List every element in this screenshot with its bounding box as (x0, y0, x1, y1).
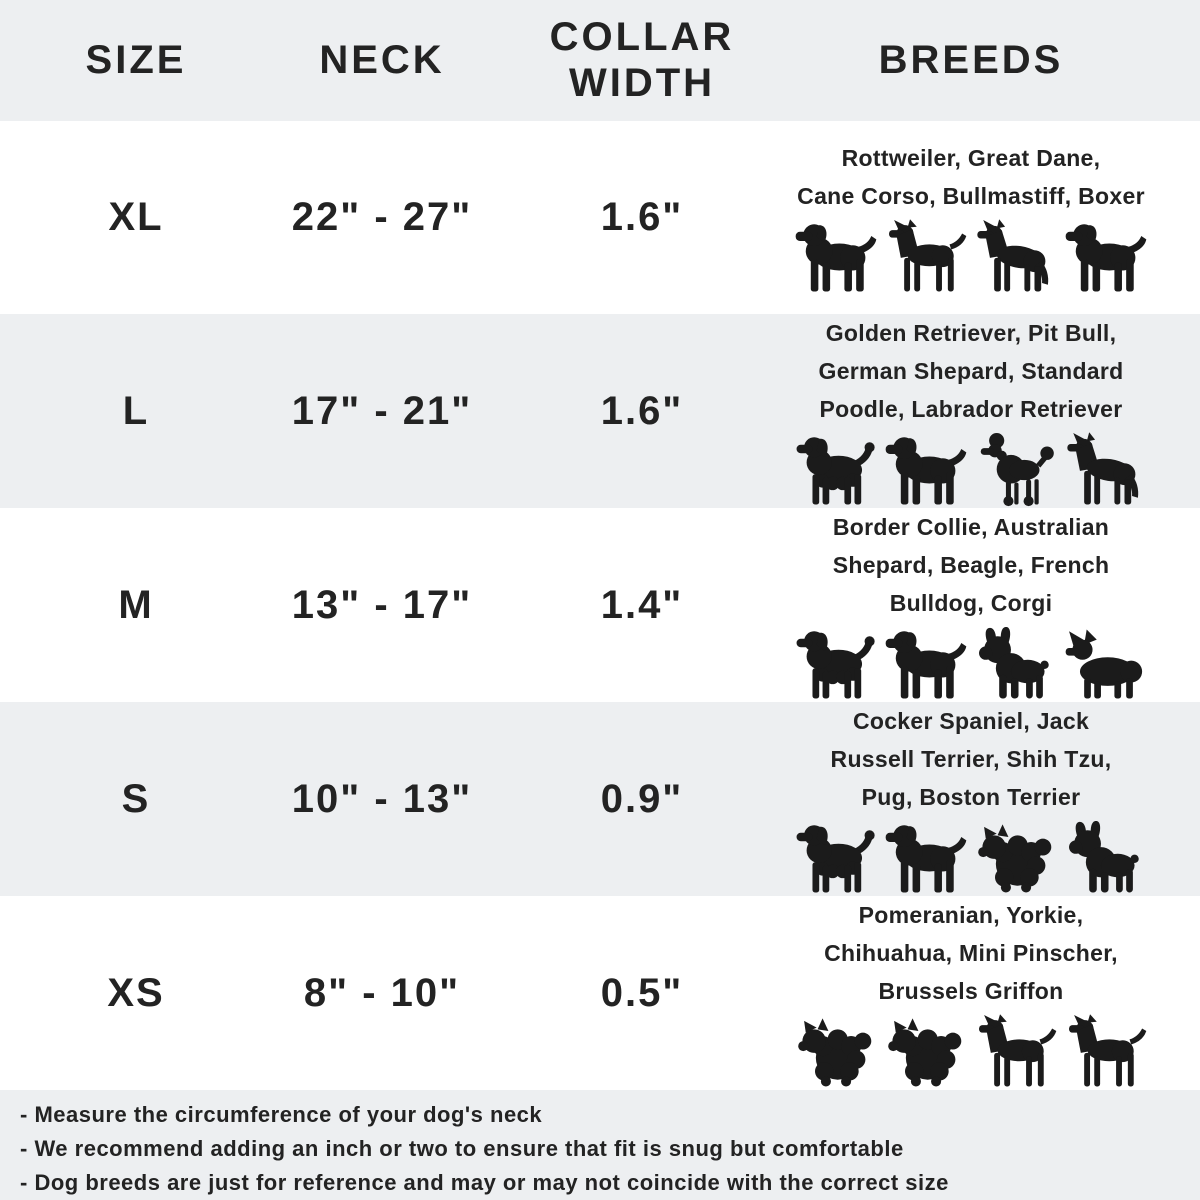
breeds-cell: Border Collie, Australian Shepard, Beagl… (792, 508, 1200, 702)
collar-width-value: 1.4" (600, 582, 684, 627)
jack-russell-terrier-icon (884, 820, 968, 896)
note-measure: - Measure the circumference of your dog'… (20, 1102, 543, 1127)
note-recommend: - We recommend adding an inch or two to … (20, 1136, 904, 1161)
poodle-icon (974, 432, 1058, 508)
neck-range: 10" - 13" (291, 776, 473, 821)
neck-range: 17" - 21" (291, 388, 473, 433)
size-row-l: L 17" - 21" 1.6" Golden Retriever, Pit B… (0, 314, 1200, 508)
collar-width-value: 0.9" (600, 776, 684, 821)
cocker-spaniel-icon (794, 820, 878, 896)
breed-names: Cocker Spaniel, Jack Russell Terrier, Sh… (830, 708, 1112, 810)
size-row-xs: XS 8" - 10" 0.5" Pomeranian, Yorkie, Chi… (0, 896, 1200, 1090)
doberman-icon (974, 219, 1058, 295)
size-label: XL (108, 194, 164, 239)
footnotes: - Measure the circumference of your dog'… (0, 1090, 1200, 1200)
breed-names: Border Collie, Australian Shepard, Beagl… (832, 514, 1110, 616)
breed-names: Rottweiler, Great Dane, Cane Corso, Bull… (797, 145, 1145, 210)
breed-names: Pomeranian, Yorkie, Chihuahua, Mini Pins… (824, 902, 1118, 1004)
min-pin-icon (1064, 1014, 1148, 1090)
breed-silhouettes (794, 626, 1148, 702)
shih-tzu-icon (974, 820, 1058, 896)
column-header-breeds: BREEDS (792, 0, 1200, 121)
breed-names: Golden Retriever, Pit Bull, German Shepa… (818, 320, 1124, 422)
size-row-m: M 13" - 17" 1.4" Border Collie, Australi… (0, 508, 1200, 702)
column-header-size: SIZE (85, 38, 187, 83)
size-label: M (118, 582, 154, 627)
breeds-cell: Pomeranian, Yorkie, Chihuahua, Mini Pins… (792, 896, 1200, 1090)
table-header: SIZE NECK COLLAR WIDTH BREEDS (0, 0, 1200, 121)
note-reference: - Dog breeds are just for reference and … (20, 1170, 949, 1195)
collar-width-value: 1.6" (600, 194, 684, 239)
collar-width-value: 0.5" (600, 970, 684, 1015)
corgi-icon (1064, 626, 1148, 702)
column-header-collar-width: COLLAR WIDTH (492, 14, 792, 106)
breeds-cell: Cocker Spaniel, Jack Russell Terrier, Sh… (792, 702, 1200, 896)
size-label: L (122, 388, 150, 433)
bullmastiff-icon (1064, 219, 1148, 295)
neck-range: 13" - 17" (291, 582, 473, 627)
golden-retriever-icon (794, 432, 878, 508)
neck-range: 8" - 10" (303, 970, 461, 1015)
size-row-s: S 10" - 13" 0.9" Cocker Spaniel, Jack Ru… (0, 702, 1200, 896)
collar-width-value: 1.6" (600, 388, 684, 433)
size-row-xl: XL 22" - 27" 1.6" Rottweiler, Great Dane… (0, 120, 1200, 314)
column-header-collar-width-label: COLLAR WIDTH (549, 15, 735, 106)
labrador-icon (884, 432, 968, 508)
breeds-cell: Rottweiler, Great Dane, Cane Corso, Bull… (792, 121, 1200, 314)
breed-silhouettes (794, 219, 1148, 295)
german-shepherd-icon (1064, 432, 1148, 508)
yorkie-icon (884, 1014, 968, 1090)
neck-range: 22" - 27" (291, 194, 473, 239)
border-collie-icon (794, 626, 878, 702)
great-dane-icon (884, 219, 968, 295)
beagle-icon (884, 626, 968, 702)
breed-silhouettes (794, 1014, 1148, 1090)
breed-silhouettes (794, 820, 1148, 896)
pug-icon (1064, 820, 1148, 896)
size-label: S (121, 776, 151, 821)
breed-silhouettes (794, 432, 1148, 508)
column-header-breeds-label: BREEDS (878, 38, 1064, 83)
breeds-cell: Golden Retriever, Pit Bull, German Shepa… (792, 314, 1200, 508)
rottweiler-icon (794, 219, 878, 295)
pomeranian-icon (794, 1014, 878, 1090)
column-header-neck: NECK (319, 38, 445, 83)
size-label: XS (107, 970, 165, 1015)
french-bulldog-icon (974, 626, 1058, 702)
chihuahua-icon (974, 1014, 1058, 1090)
